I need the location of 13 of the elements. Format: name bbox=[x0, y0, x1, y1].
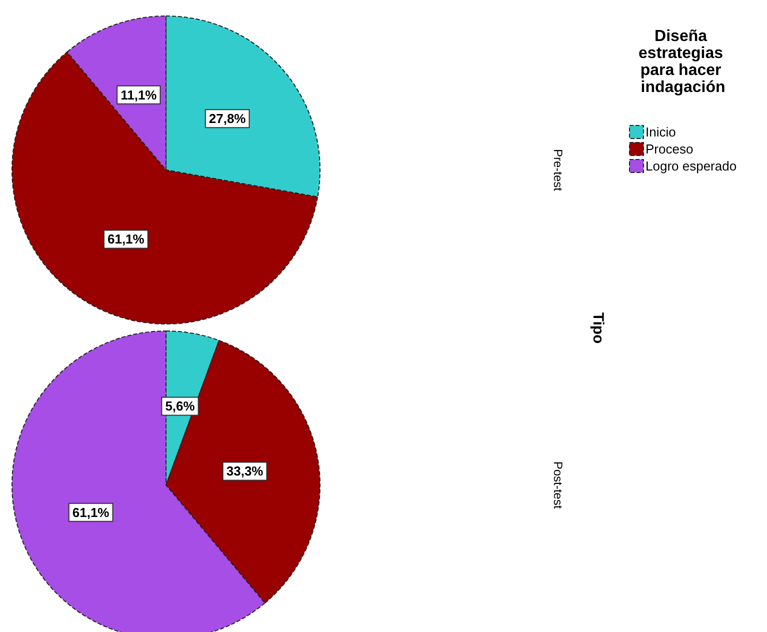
data-label: 33,3% bbox=[226, 464, 264, 479]
data-label: 27,8% bbox=[208, 111, 246, 126]
text: Tipo bbox=[590, 312, 606, 344]
legend-label: Proceso bbox=[646, 142, 694, 156]
legend-label: Inicio bbox=[646, 124, 676, 140]
legend-label: Logro esperado bbox=[646, 158, 737, 174]
data-label: 11,1% bbox=[120, 87, 158, 102]
data-label: 61,1% bbox=[107, 232, 145, 247]
data-label: 61,1% bbox=[72, 504, 110, 520]
slice-label: Pre-test bbox=[551, 148, 565, 192]
legend-title: Diseña estrategias para hacer indagación bbox=[638, 28, 728, 96]
slice-label: Post-test bbox=[551, 461, 565, 510]
data-label: 5,6% bbox=[165, 398, 196, 414]
